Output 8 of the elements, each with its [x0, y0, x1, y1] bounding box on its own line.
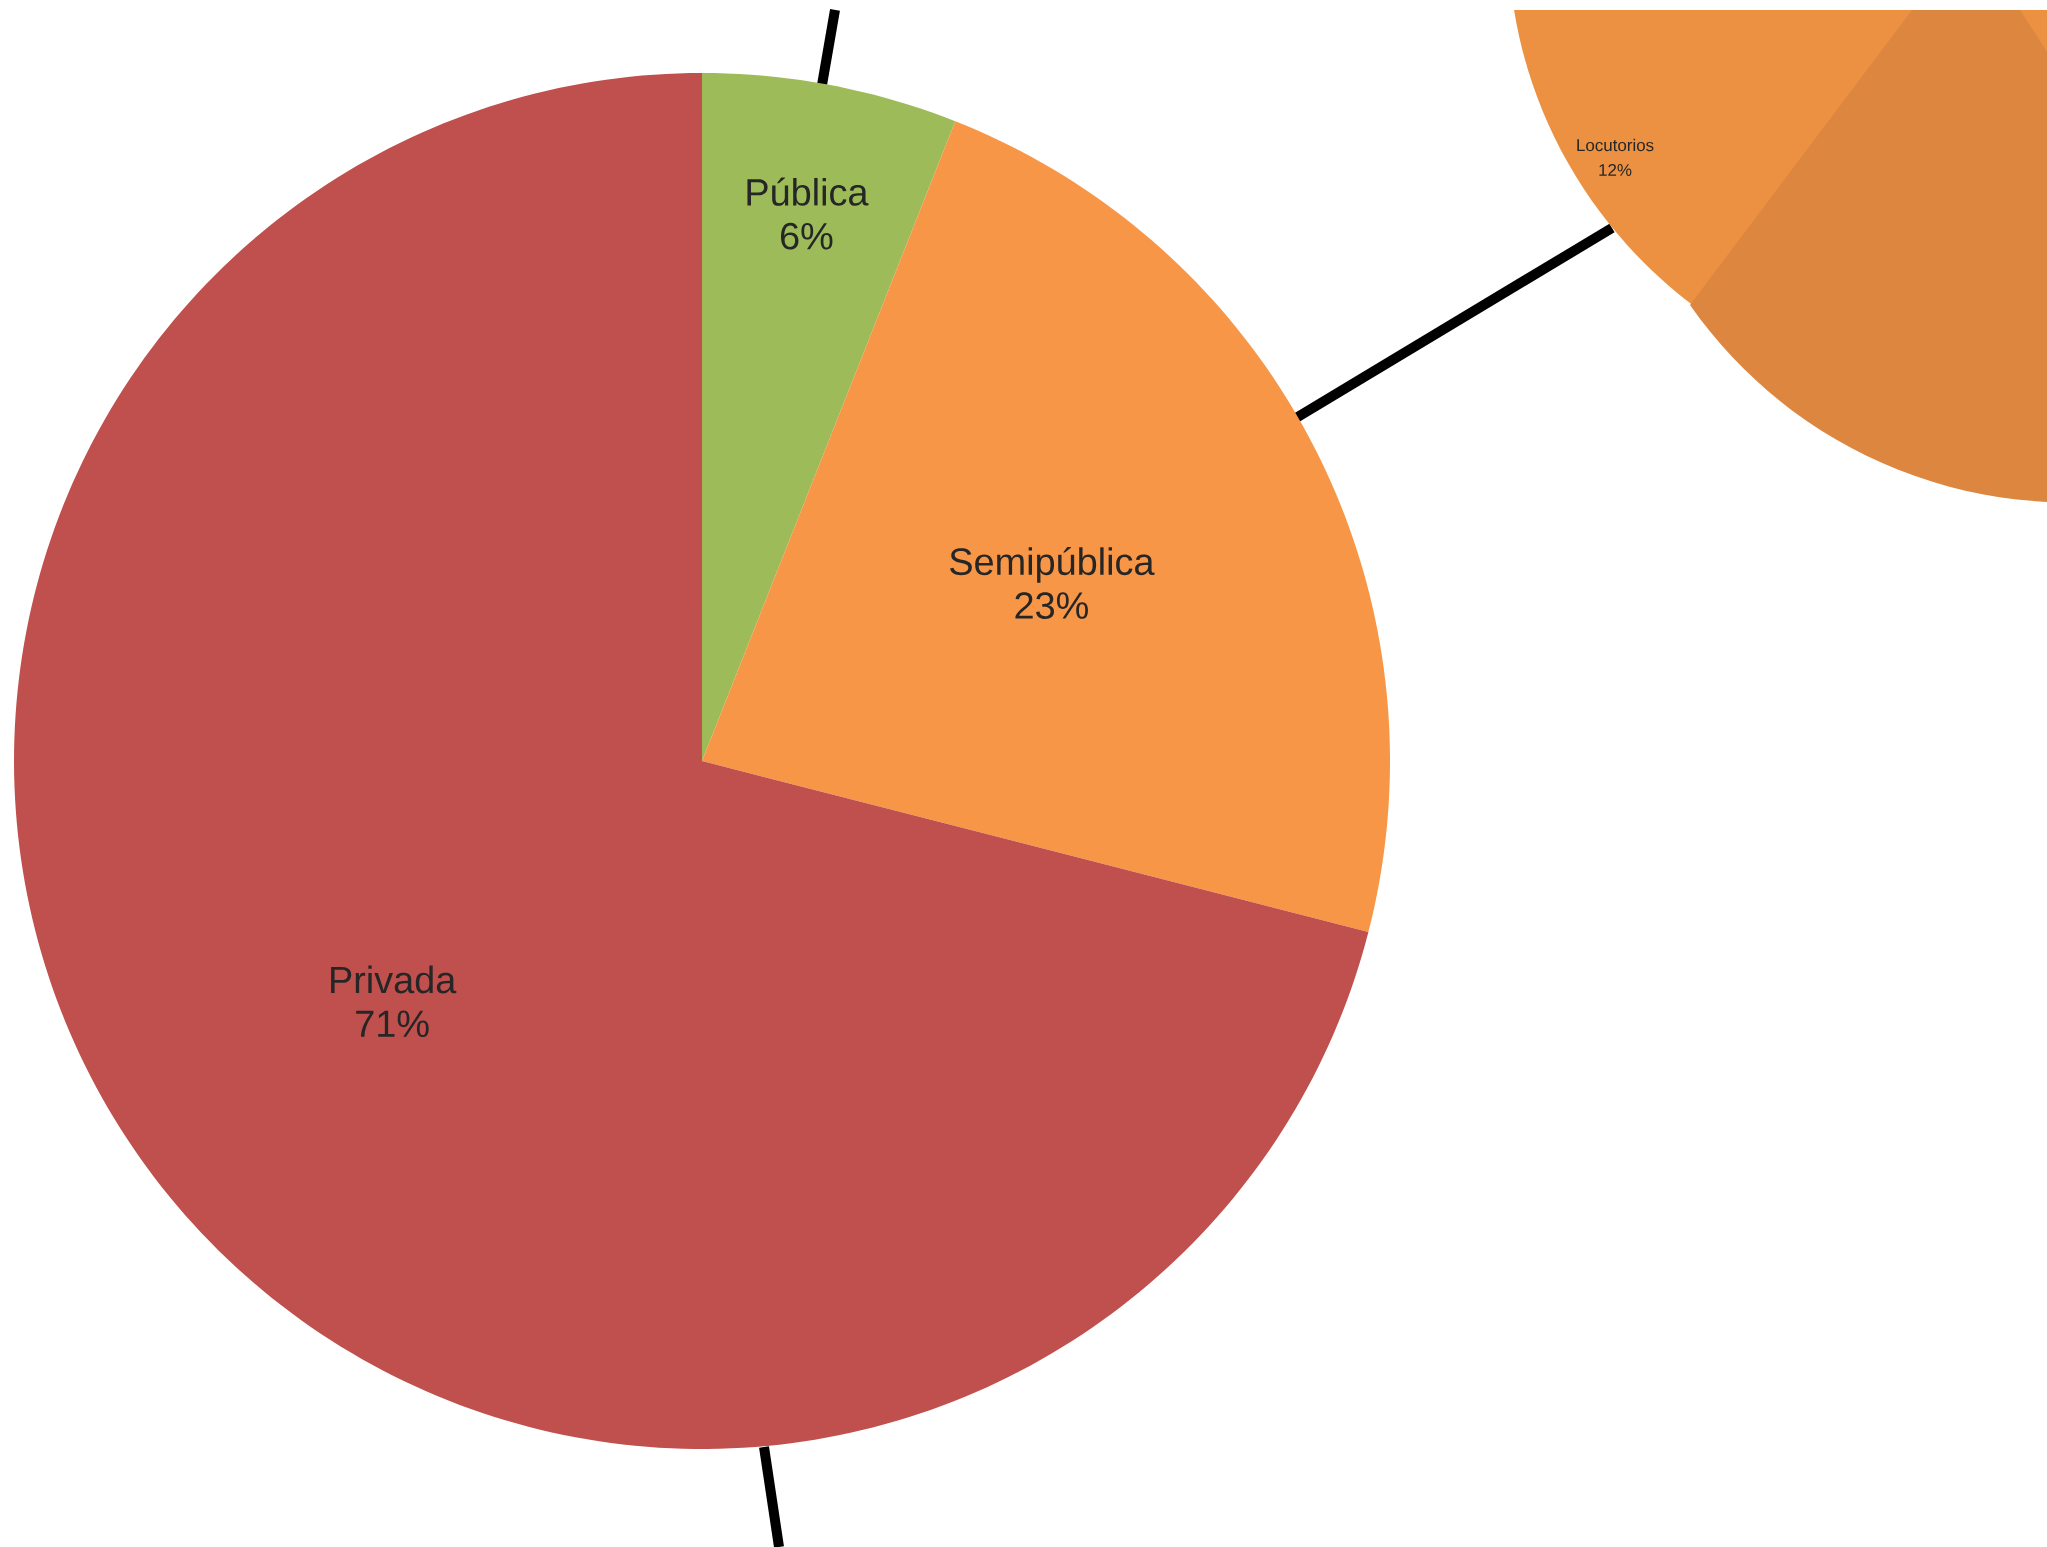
data-label: 71%: [356, 1010, 429, 1038]
text: 12%: [1599, 163, 1632, 176]
data-label: 23%: [1015, 592, 1088, 619]
slice-label: Semipública: [950, 546, 1155, 583]
slice-label: Privada: [331, 965, 457, 994]
slice-label: Pública: [747, 177, 869, 206]
text: Locutorios: [1577, 138, 1654, 152]
data-label: 6%: [780, 222, 833, 250]
